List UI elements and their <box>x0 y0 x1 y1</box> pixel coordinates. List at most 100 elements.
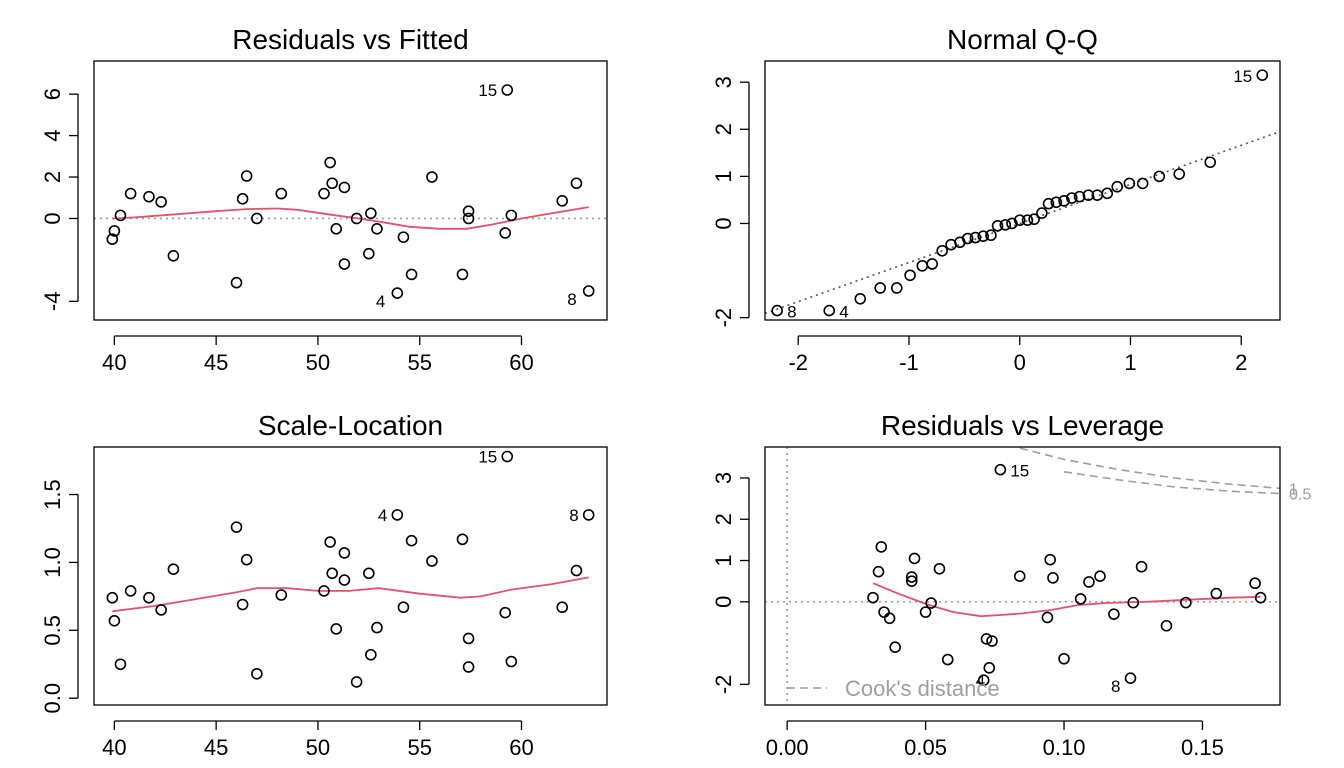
residuals-vs-fitted-data-point <box>363 247 375 260</box>
residuals-vs-leverage-x-tick-label: 0.05 <box>904 735 947 760</box>
residuals-vs-fitted-y-tick-label: -4 <box>40 292 65 312</box>
residuals-vs-fitted-data-point <box>167 249 180 262</box>
residuals-vs-leverage-data-point <box>1180 596 1192 609</box>
cook-contour-label: 0.5 <box>1289 487 1311 504</box>
residuals-vs-leverage-data-point <box>994 463 1007 476</box>
normal-qq-data-point <box>771 304 783 317</box>
residuals-vs-leverage-data-point <box>1249 577 1261 590</box>
normal-qq-data-point <box>961 232 974 245</box>
scale-location-data-point <box>167 563 180 576</box>
normal-qq-data-point <box>1173 168 1186 180</box>
residuals-vs-fitted-data-point <box>556 195 569 207</box>
residuals-vs-leverage-data-point <box>983 662 996 674</box>
scale-location-data-point <box>338 547 351 559</box>
normal-qq-data-point <box>977 230 989 242</box>
residuals-vs-leverage-data-point <box>908 552 921 565</box>
normal-qq-data-point <box>1028 213 1040 226</box>
residuals-vs-fitted-data-point <box>236 192 249 205</box>
residuals-vs-leverage-data-point <box>1160 619 1173 632</box>
scale-location-data-point <box>124 585 137 597</box>
normal-qq-data-point <box>904 269 916 282</box>
cook-legend-label: Cook's distance <box>845 676 1000 701</box>
residuals-vs-fitted-data-point <box>582 285 595 297</box>
scale-location-data-point <box>106 591 119 604</box>
residuals-vs-leverage-y-tick-label: 1 <box>711 554 736 566</box>
scale-location-data-point <box>570 564 583 577</box>
residuals-vs-leverage-data-point <box>925 597 937 609</box>
residuals-vs-fitted-data-point <box>350 212 363 225</box>
scale-location-data-point <box>582 509 595 521</box>
scale-location-data-point <box>318 585 330 597</box>
residuals-vs-fitted-data-point <box>318 187 330 200</box>
residuals-vs-fitted-title: Residuals vs Fitted <box>232 24 469 55</box>
residuals-vs-leverage-y-tick-label: -2 <box>711 675 736 695</box>
scale-location-data-point <box>391 509 404 521</box>
normal-qq-x-tick-label: -2 <box>788 350 808 375</box>
scale-location-plot-area <box>106 450 595 688</box>
residuals-vs-fitted-point-label: 8 <box>567 290 576 309</box>
scale-location-data-point <box>155 604 167 616</box>
cook-contour-1 <box>1012 447 1280 490</box>
residuals-vs-fitted-data-point <box>570 177 583 190</box>
normal-qq-data-point <box>1136 177 1149 190</box>
residuals-vs-leverage-data-point <box>875 541 888 553</box>
scale-location-data-point <box>462 632 475 645</box>
scale-location-x-tick-label: 60 <box>509 735 533 760</box>
residuals-vs-fitted-point-label: 4 <box>376 292 385 311</box>
residuals-vs-fitted-data-point <box>505 209 518 222</box>
scale-location-x-tick-label: 45 <box>204 735 228 760</box>
residuals-vs-fitted-data-point <box>365 207 377 220</box>
scale-location-data-point <box>326 567 338 580</box>
normal-qq-data-point <box>916 260 929 272</box>
normal-qq-x-tick-label: 1 <box>1124 350 1136 375</box>
normal-qq-title: Normal Q-Q <box>947 24 1098 55</box>
normal-qq-data-point <box>926 258 939 270</box>
residuals-vs-leverage-data-point <box>889 641 901 654</box>
residuals-vs-fitted-y-tick-label: 2 <box>40 171 65 183</box>
residuals-vs-leverage-data-point <box>1074 593 1087 605</box>
scale-location-data-point <box>324 536 336 548</box>
cook-contour-0-5 <box>1063 471 1280 495</box>
normal-qq-y-tick-label: 3 <box>711 76 736 88</box>
residuals-vs-fitted-data-point <box>324 156 336 169</box>
normal-qq-data-point <box>969 231 982 244</box>
normal-qq-x-tick-label: -1 <box>899 350 919 375</box>
residuals-vs-fitted-data-point <box>330 223 343 235</box>
scale-location-data-point <box>371 621 383 634</box>
normal-qq-data-point <box>1058 195 1070 207</box>
scale-location-point-label: 4 <box>378 506 387 525</box>
normal-qq-qq-line <box>765 130 1280 315</box>
normal-qq-data-point <box>985 229 997 242</box>
normal-qq-data-point <box>874 282 886 294</box>
residuals-vs-fitted-data-point <box>462 212 475 225</box>
residuals-vs-fitted-point-label: 15 <box>478 81 497 100</box>
scale-location-data-point <box>240 553 253 566</box>
residuals-vs-leverage-data-point <box>867 591 879 604</box>
residuals-vs-leverage-data-point <box>1047 572 1059 584</box>
scale-location-data-point <box>338 574 351 586</box>
residuals-vs-fitted-data-point <box>338 181 351 194</box>
normal-qq-data-point <box>999 219 1012 231</box>
normal-qq-data-point <box>1021 214 1034 226</box>
residuals-vs-fitted-data-point <box>230 276 243 289</box>
residuals-vs-leverage-data-point <box>1041 611 1054 624</box>
normal-qq-data-point <box>890 282 903 294</box>
scale-location-data-point <box>143 591 155 604</box>
scale-location-point-label: 8 <box>569 506 578 525</box>
scale-location-data-point <box>114 658 127 671</box>
residuals-vs-leverage-data-point <box>883 612 896 625</box>
residuals-vs-fitted-data-point <box>124 187 137 200</box>
residuals-vs-leverage-x-tick-label: 0.10 <box>1043 735 1086 760</box>
normal-qq-point-label: 15 <box>1233 67 1252 86</box>
normal-qq-point-label: 8 <box>787 303 796 322</box>
residuals-vs-fitted-data-point <box>275 187 288 200</box>
normal-qq-data-point <box>1050 196 1063 209</box>
scale-location-data-point <box>108 615 121 627</box>
scale-location-data-point <box>397 601 410 614</box>
residuals-vs-fitted-frame <box>93 60 608 321</box>
residuals-vs-fitted-data-point <box>106 233 119 245</box>
normal-qq-point-label: 4 <box>839 303 848 322</box>
residuals-vs-fitted-data-point <box>338 258 351 270</box>
residuals-vs-fitted-x-tick-label: 45 <box>204 350 228 375</box>
normal-qq-data-point <box>1123 177 1136 190</box>
